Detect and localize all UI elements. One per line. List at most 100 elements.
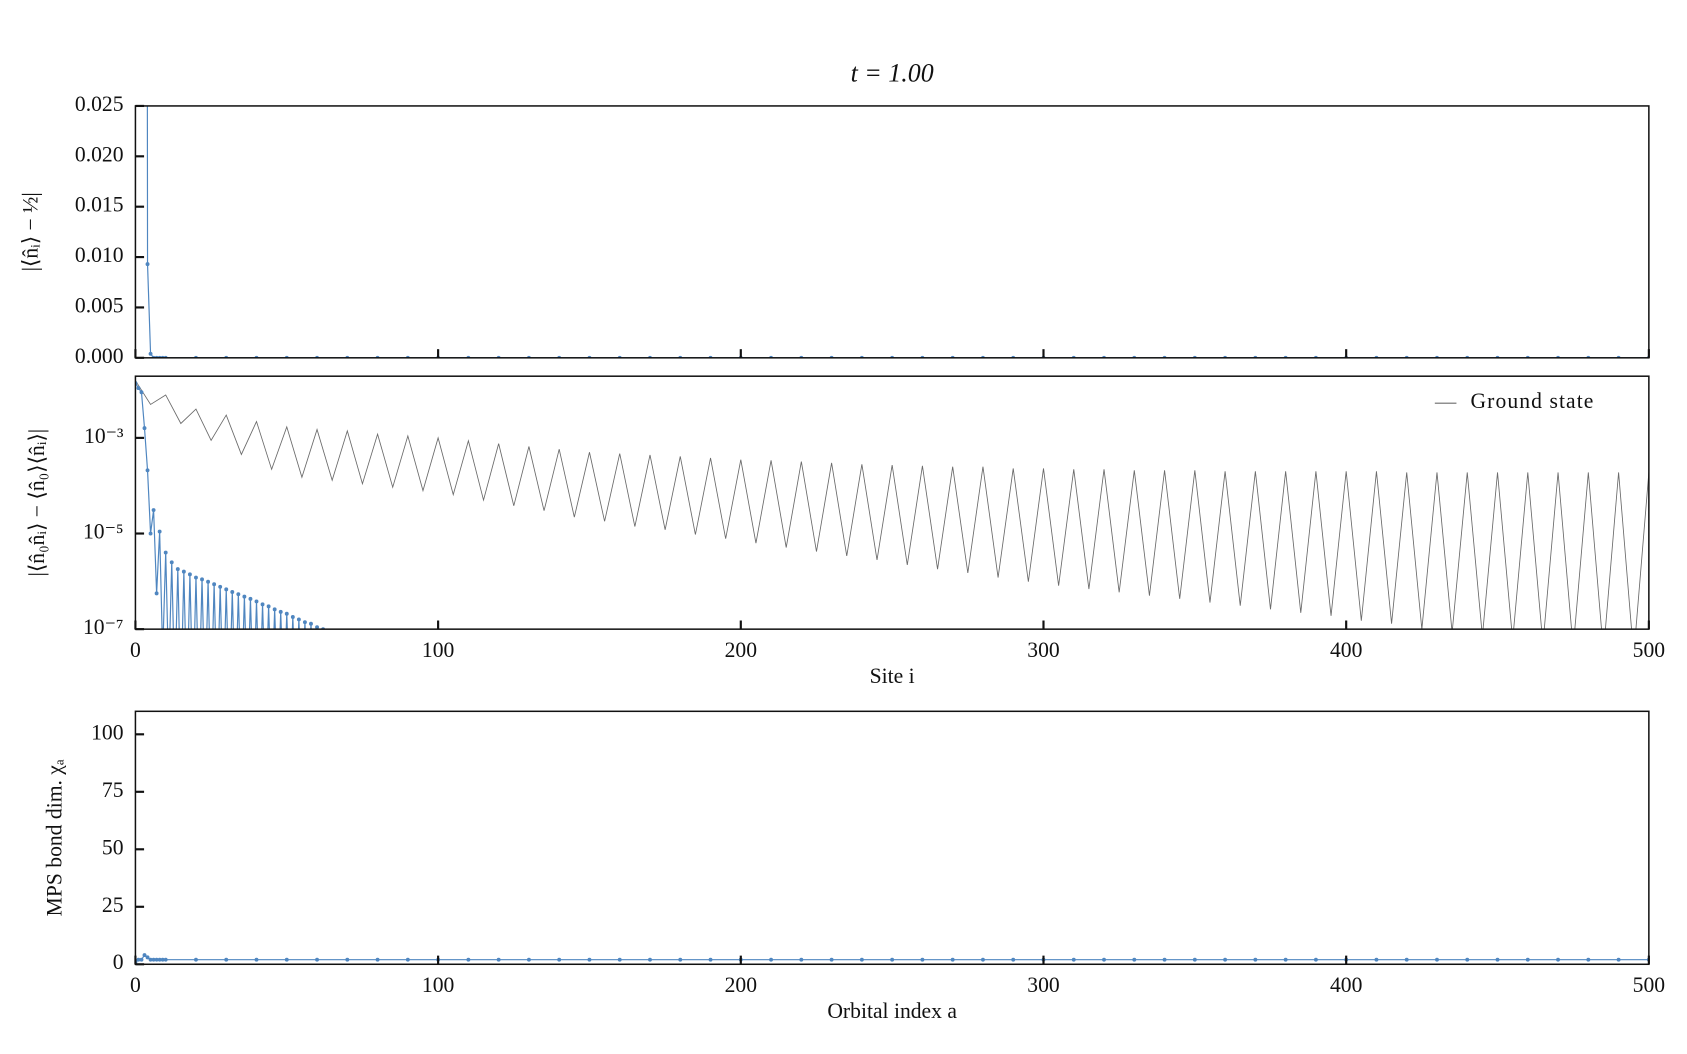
x-tick-label: 0 <box>130 638 141 662</box>
y-tick-label: 10⁻⁵ <box>83 519 124 543</box>
y-tick-label: 10⁻⁷ <box>83 615 124 639</box>
data-point <box>327 629 331 633</box>
data-point <box>272 607 277 612</box>
y-axis-label: MPS bond dim. χₐ <box>42 759 66 916</box>
x-tick-label: 400 <box>1330 638 1362 662</box>
y-tick-label: 25 <box>102 893 124 917</box>
x-tick-label: 0 <box>130 973 141 997</box>
data-point <box>294 700 298 704</box>
chart-title: t = 1.00 <box>851 59 934 88</box>
data-point <box>254 599 259 604</box>
data-point <box>239 700 243 704</box>
axes-frame <box>134 105 1650 359</box>
data-point <box>145 468 150 473</box>
data-point <box>145 955 150 960</box>
data-point <box>203 700 207 704</box>
x-axis-label: Site i <box>870 664 915 688</box>
y-tick-label: 0.020 <box>75 142 124 166</box>
data-point <box>242 594 247 599</box>
data-line <box>146 105 1649 358</box>
data-point <box>212 582 217 587</box>
plot-area <box>145 105 1649 358</box>
data-point <box>799 957 804 962</box>
data-point <box>290 615 295 619</box>
y-axis-label: |⟨n̂₀n̂ᵢ⟩ − ⟨n̂₀⟩⟨n̂ᵢ⟩| <box>25 429 49 577</box>
data-point <box>142 953 147 958</box>
x-tick-label: 400 <box>1330 973 1362 997</box>
axes-frame <box>134 710 1650 966</box>
data-point <box>708 957 713 962</box>
y-tick-label: 0 <box>113 950 124 974</box>
data-point <box>309 621 313 626</box>
data-point <box>306 700 310 704</box>
data-point <box>163 550 168 555</box>
data-point <box>405 957 410 962</box>
x-tick-label: 300 <box>1027 638 1059 662</box>
x-tick-label: 200 <box>725 973 757 997</box>
data-point <box>284 611 289 616</box>
data-point <box>1283 957 1288 962</box>
data-point <box>1223 957 1228 962</box>
data-point <box>296 617 301 622</box>
y-tick-label: 0.025 <box>75 92 124 116</box>
data-point <box>260 602 265 607</box>
data-point <box>617 957 622 962</box>
data-point <box>185 700 189 704</box>
data-point <box>648 957 652 962</box>
data-line <box>135 380 1649 630</box>
y-tick-label: 0.010 <box>75 243 124 267</box>
data-point <box>248 596 253 601</box>
data-point <box>233 700 237 704</box>
data-point <box>206 579 211 584</box>
data-point <box>345 957 350 962</box>
data-point <box>224 957 229 962</box>
data-point <box>179 700 183 704</box>
data-point <box>200 577 204 582</box>
axes-frame <box>134 375 1650 630</box>
data-point <box>950 957 955 962</box>
data-point <box>157 957 162 962</box>
data-point <box>1162 957 1167 962</box>
data-point <box>230 590 235 594</box>
data-point <box>1404 957 1409 962</box>
data-point <box>136 386 141 391</box>
data-point <box>375 957 380 962</box>
data-point <box>1616 957 1621 962</box>
data-point <box>318 700 322 704</box>
data-point <box>1132 957 1137 962</box>
data-point <box>194 575 198 580</box>
data-point <box>209 700 213 704</box>
data-point <box>496 957 501 962</box>
data-point <box>224 587 229 592</box>
data-point <box>300 700 304 704</box>
data-point <box>526 957 531 962</box>
data-point <box>1525 957 1530 962</box>
data-point <box>1313 957 1318 962</box>
data-point <box>181 569 186 574</box>
data-point <box>258 700 262 704</box>
data-point <box>142 426 147 431</box>
data-point <box>266 604 271 609</box>
data-point <box>587 957 592 962</box>
data-point <box>145 262 150 267</box>
data-point <box>161 652 165 656</box>
data-point <box>1102 957 1106 962</box>
data-point <box>151 508 156 512</box>
data-point <box>221 700 225 704</box>
y-tick-label: 100 <box>91 720 123 744</box>
data-point <box>139 957 144 962</box>
data-point <box>154 591 159 596</box>
data-point <box>167 675 171 679</box>
data-point <box>890 957 895 962</box>
data-point <box>218 584 223 589</box>
data-point <box>254 957 259 962</box>
data-point <box>136 957 141 962</box>
data-point <box>148 351 153 356</box>
data-point <box>252 700 256 704</box>
data-point <box>139 390 144 395</box>
data-point <box>175 567 180 572</box>
x-tick-label: 500 <box>1633 973 1665 997</box>
data-point <box>312 700 316 704</box>
data-point <box>557 957 562 962</box>
